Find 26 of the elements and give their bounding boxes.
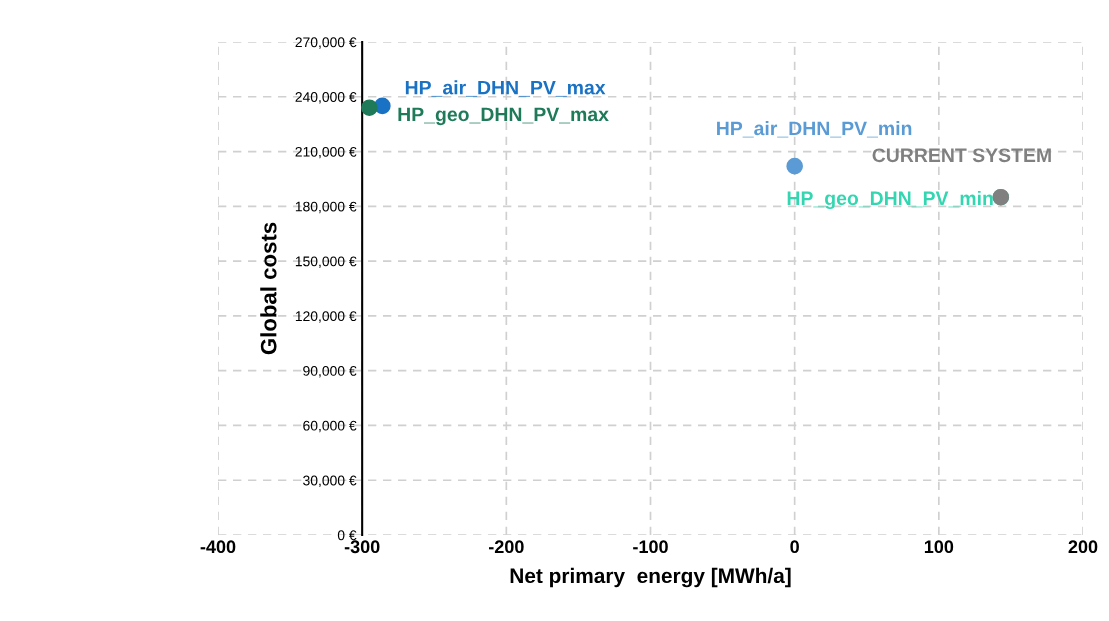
x-tick-label: -200 xyxy=(488,540,524,554)
y-tick-label: 210,000 € xyxy=(295,146,357,159)
x-tick-label: -300 xyxy=(344,540,380,554)
y-tick-label: 90,000 € xyxy=(303,366,357,378)
x-tick-label: -400 xyxy=(200,540,236,554)
x-tick-label: 200 xyxy=(1068,540,1098,554)
y-tick-label: 30,000 € xyxy=(303,475,357,488)
y-tick-label: 120,000 € xyxy=(295,311,357,323)
x-tick-label: 100 xyxy=(924,540,954,554)
series-label: HP_air_DHN_PV_max xyxy=(405,80,606,97)
series-label: HP_geo_DHN_PV_max xyxy=(398,107,609,126)
x-tick-label: -100 xyxy=(633,540,668,554)
series-label: HP_geo_DHN_PV_min xyxy=(787,190,993,210)
y-tick-label: 60,000 € xyxy=(303,420,357,433)
y-tick-label: 240,000 € xyxy=(295,92,357,104)
y-tick-label: 180,000 € xyxy=(295,201,357,214)
y-axis-title: Global costs xyxy=(260,222,277,355)
y-tick-label: 0 € xyxy=(337,530,357,541)
series-label: HP_air_DHN_PV_min xyxy=(717,120,912,138)
y-tick-label: 270,000 € xyxy=(295,37,357,49)
point xyxy=(361,99,378,117)
point xyxy=(786,157,803,175)
x-tick-label: 0 xyxy=(790,540,799,554)
x-axis-title: Net primary energy [MWh/a] xyxy=(510,567,791,588)
text: CURRENT SYSTEM xyxy=(872,148,1051,163)
y-tick-label: 150,000 € xyxy=(295,256,357,268)
